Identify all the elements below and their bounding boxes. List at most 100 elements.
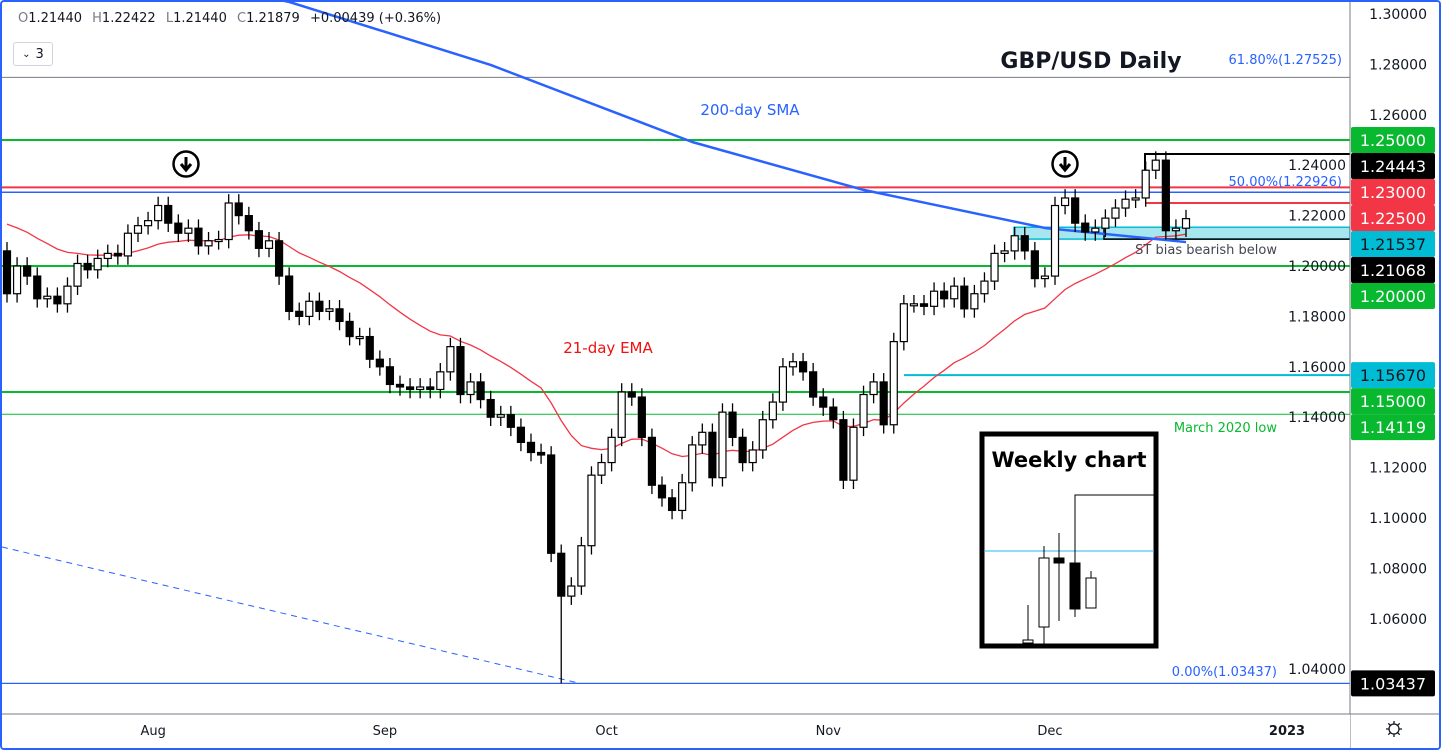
indicator-count: 3 [35, 46, 44, 62]
candle-body-up [355, 335, 364, 340]
candle-body-up [214, 238, 223, 243]
price-badge-label: 1.20000 [1360, 287, 1426, 306]
candle [516, 418, 526, 452]
candle [1091, 219, 1100, 241]
candle-body-up [768, 401, 777, 421]
candle [325, 300, 334, 321]
candle-body-down [23, 265, 32, 277]
price-tick-label: 1.04000 [1288, 662, 1346, 678]
candle [143, 211, 153, 235]
candle [133, 216, 143, 243]
price-badge-label: 1.21537 [1360, 235, 1426, 254]
candle [446, 337, 455, 381]
candle-body-down [365, 335, 374, 360]
price-axis[interactable]: 1.30000 1.28000 1.26000 1.12000 1.10000 1.080… [1349, 2, 1439, 748]
weekly-candle [1022, 605, 1034, 644]
candle [536, 443, 546, 464]
candle-body-down [516, 426, 526, 443]
ema21-line [6, 223, 1187, 458]
candle-body-up [970, 293, 979, 310]
time-tick-label: Aug [140, 724, 165, 739]
high-key: H [92, 11, 102, 26]
candles [2, 151, 1191, 684]
candle-body-down [940, 290, 949, 300]
candle [264, 231, 274, 258]
time-tick-label: Nov [816, 724, 842, 739]
indicators-toggle-button[interactable]: ⌄ 3 [13, 42, 53, 66]
candle [597, 453, 606, 484]
candle-body-down [536, 451, 546, 456]
candle-body-down [819, 396, 828, 408]
candle [869, 373, 878, 404]
candle [355, 327, 364, 346]
candle-body-up [43, 295, 52, 300]
candle [174, 214, 183, 243]
price-tick-label: 1.22000 [1288, 209, 1346, 225]
candle [657, 476, 667, 507]
march-2020-low-label: March 2020 low [1174, 421, 1278, 436]
price-badge: 1.21068 [1351, 257, 1435, 283]
weekly-candle [1069, 562, 1081, 617]
candle-body-up [909, 303, 919, 307]
price-badge-label: 1.23000 [1360, 183, 1426, 202]
candle [778, 357, 788, 411]
price-badge-bg [1351, 127, 1435, 153]
ohlc-legend: O1.21440 H1.22422 L1.21440 C1.21879 +0.0… [18, 11, 441, 26]
candle [1050, 196, 1060, 285]
candle [1121, 190, 1130, 217]
close-key: C [236, 11, 247, 26]
candle [1020, 226, 1029, 260]
candle [557, 544, 566, 684]
candle [1030, 242, 1039, 288]
candle-body-up [567, 585, 576, 597]
time-axis[interactable]: Aug Sep Oct Nov Dec 2023 [2, 713, 1439, 748]
candle [12, 257, 22, 303]
candle [940, 282, 949, 308]
candle-body-up [1050, 204, 1060, 277]
candle-body-up [1111, 207, 1120, 219]
candle-body-down [879, 381, 888, 426]
candle [154, 196, 163, 230]
candle-body-down [375, 358, 384, 368]
candle [1161, 151, 1170, 240]
candle-body-down [809, 371, 818, 398]
price-badge-bg [1351, 179, 1435, 205]
candle [456, 337, 465, 404]
chevron-down-icon: ⌄ [22, 48, 31, 60]
candle-body-up [718, 411, 727, 479]
candle [204, 231, 213, 255]
candle [1111, 199, 1120, 227]
candle [365, 327, 374, 369]
candle [708, 423, 717, 487]
candle-body-down [667, 497, 677, 512]
candle-body-up [678, 482, 687, 512]
candle-body-down [234, 202, 243, 217]
settings-gear-icon[interactable] [1386, 721, 1402, 737]
candle [627, 383, 636, 406]
candle-body-up [416, 386, 425, 391]
candle [1081, 214, 1090, 241]
candle [305, 292, 314, 326]
candle-body-down [385, 366, 395, 386]
candle-body-down [345, 320, 354, 338]
weekly-candle [1085, 571, 1097, 609]
price-badge: 1.15000 [1351, 388, 1435, 415]
candle-body-up [607, 436, 616, 464]
candle [688, 436, 697, 492]
candle [889, 332, 898, 434]
price-badge-label: 1.22500 [1360, 209, 1426, 228]
candle [1010, 226, 1019, 260]
price-badge-bg [1351, 205, 1435, 231]
candle-body-down [295, 310, 304, 317]
candle-body-down [315, 300, 324, 312]
candle [63, 277, 72, 313]
candle [375, 350, 384, 376]
price-tick-label: 1.16000 [1288, 360, 1346, 376]
candle-body-up [617, 391, 626, 438]
candle-body-up [577, 545, 586, 587]
candle [73, 254, 82, 295]
candle [93, 249, 102, 279]
candle [123, 224, 133, 265]
